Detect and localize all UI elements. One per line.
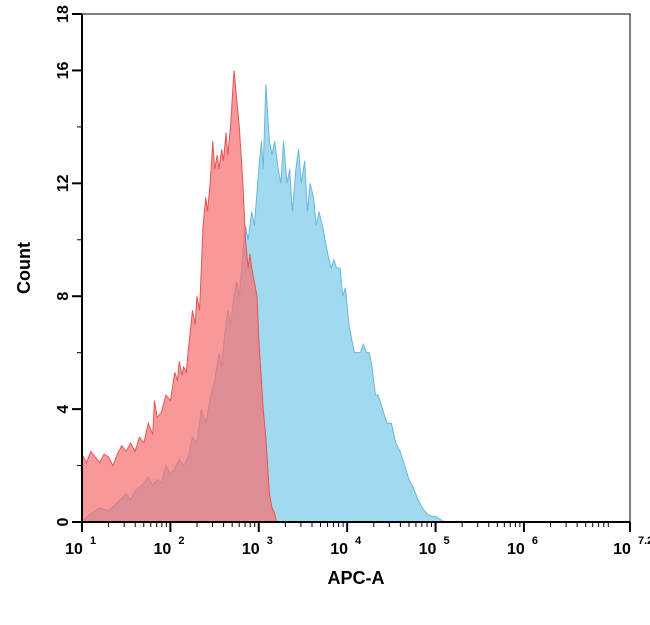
y-tick-label: 0 <box>55 517 72 526</box>
y-axis-label: Count <box>14 242 34 294</box>
svg-text:1: 1 <box>90 535 96 547</box>
x-axis-label: APC-A <box>328 568 385 588</box>
y-tick-label: 18 <box>55 5 72 23</box>
x-tick-label: 10 2 <box>153 535 184 558</box>
x-tick-label: 10 1 <box>65 535 96 558</box>
y-tick-label: 8 <box>55 292 72 301</box>
x-tick-label: 10 5 <box>419 535 450 558</box>
svg-text:7.2: 7.2 <box>638 535 650 547</box>
svg-text:5: 5 <box>444 535 450 547</box>
svg-text:10: 10 <box>613 541 631 558</box>
x-tick-label: 10 6 <box>507 535 538 558</box>
svg-text:10: 10 <box>242 541 260 558</box>
y-tick-label: 12 <box>55 174 72 192</box>
svg-text:10: 10 <box>419 541 437 558</box>
x-tick-label: 10 3 <box>242 535 273 558</box>
svg-text:3: 3 <box>267 535 273 547</box>
svg-text:10: 10 <box>65 541 83 558</box>
x-tick-label: 107.2 <box>613 535 650 558</box>
flow-cytometry-histogram: 101102103104105106107.2048121618APC-ACou… <box>0 0 650 625</box>
svg-text:10: 10 <box>153 541 171 558</box>
svg-text:4: 4 <box>355 535 362 547</box>
y-tick-label: 4 <box>55 405 72 414</box>
svg-text:6: 6 <box>532 535 538 547</box>
y-tick-label: 16 <box>55 61 72 79</box>
chart-svg: 101102103104105106107.2048121618APC-ACou… <box>0 0 650 625</box>
svg-text:2: 2 <box>178 535 184 547</box>
x-tick-label: 10 4 <box>330 535 362 558</box>
svg-text:10: 10 <box>507 541 525 558</box>
svg-text:10: 10 <box>330 541 348 558</box>
